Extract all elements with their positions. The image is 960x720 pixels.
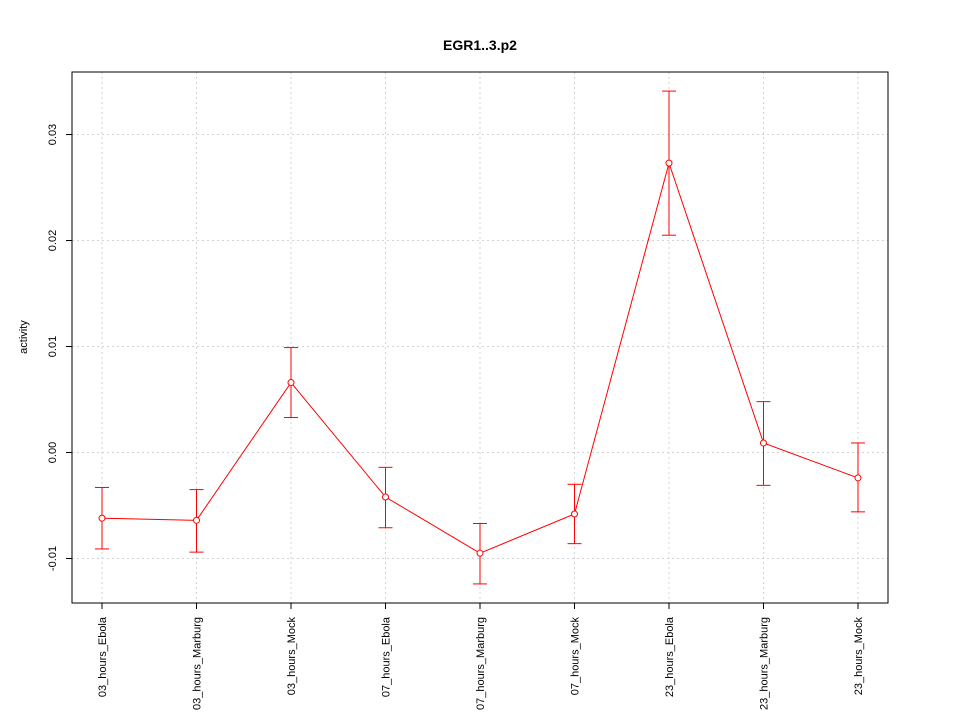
y-axis-label: activity: [18, 320, 30, 354]
x-tick-label: 03_hours_Ebola: [97, 616, 109, 697]
plot-frame: [71, 71, 889, 604]
chart-title: EGR1..3.p2: [443, 37, 517, 53]
y-tick-label: 0.03: [47, 124, 59, 145]
y-tick-label: 0.00: [47, 442, 59, 463]
grid-lines: [72, 72, 888, 603]
x-tick-label: 07_hours_Ebola: [381, 616, 393, 697]
y-tick-label: 0.02: [47, 230, 59, 251]
x-tick-label: 03_hours_Mock: [286, 617, 298, 696]
x-tick-label: 07_hours_Marburg: [475, 617, 487, 710]
y-tick-label: -0.01: [47, 546, 59, 571]
data-point: [854, 474, 862, 482]
data-point: [98, 514, 106, 522]
axes: -0.01 0.00 0.01 0.02 0.03 03_hours_Ebola 03_ho…: [47, 124, 865, 710]
data-series: [95, 90, 865, 585]
data-point: [760, 439, 767, 447]
x-tick-label: 23_hours_Ebola: [664, 616, 676, 697]
data-point: [193, 516, 200, 524]
data-point: [476, 549, 484, 557]
y-tick-label: 0.01: [47, 336, 59, 357]
data-point: [287, 379, 295, 387]
data-point: [665, 159, 673, 167]
x-tick-label: 23_hours_Mock: [853, 617, 865, 696]
x-tick-label: 07_hours_Mock: [570, 617, 582, 696]
x-tick-label: 23_hours_Marburg: [759, 617, 771, 710]
data-point: [382, 493, 389, 501]
x-tick-label: 03_hours_Marburg: [192, 617, 204, 710]
data-point: [571, 510, 578, 518]
